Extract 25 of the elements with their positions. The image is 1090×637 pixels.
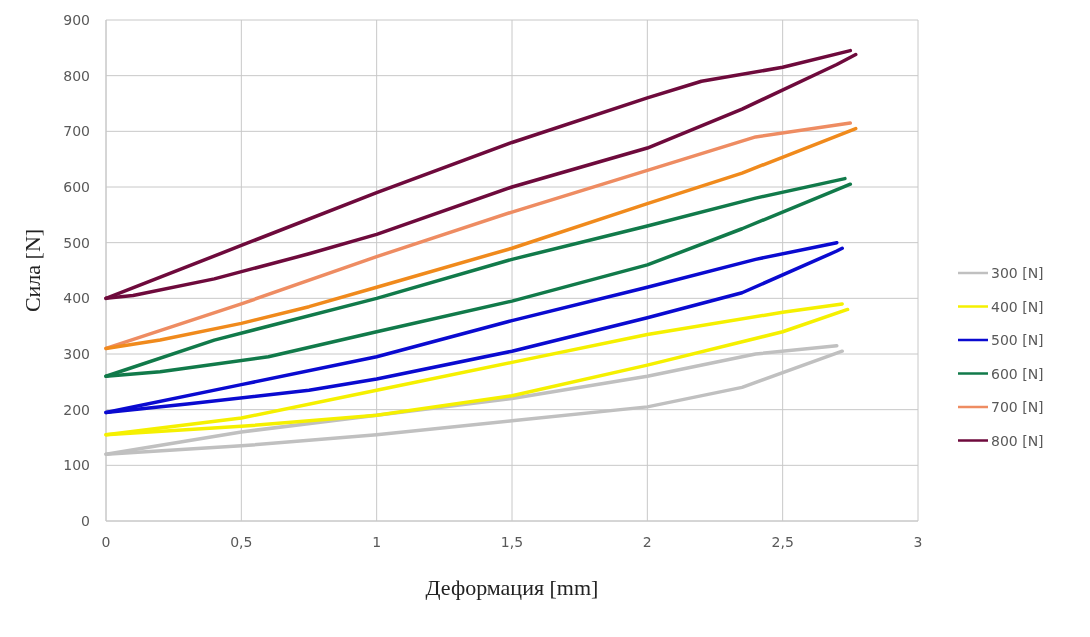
y-tick-label: 300: [63, 346, 90, 362]
legend-label: 800 [N]: [991, 432, 1044, 449]
x-tick-label: 3: [913, 534, 923, 550]
y-tick-label: 500: [63, 234, 90, 251]
y-tick-label: 0: [81, 513, 90, 529]
x-axis-title: Деформация [mm]: [425, 575, 599, 600]
y-tick-label: 900: [63, 12, 90, 28]
y-axis-title: Сила [N]: [20, 228, 45, 313]
y-tick-label: 200: [63, 401, 90, 418]
y-tick-label: 100: [63, 457, 90, 474]
x-tick-label: 1,5: [500, 534, 524, 550]
x-tick-label: 2: [642, 534, 652, 550]
legend-label: 500 [N]: [991, 332, 1044, 348]
legend-label: 700 [N]: [991, 399, 1044, 415]
legend-label: 400 [N]: [991, 298, 1044, 315]
legend-label: 600 [N]: [991, 365, 1044, 382]
legend-label: 300 [N]: [991, 265, 1044, 281]
x-tick-label: 1: [372, 534, 382, 550]
y-tick-label: 700: [63, 123, 90, 140]
x-tick-label: 0: [101, 534, 111, 550]
y-tick-label: 600: [63, 179, 90, 195]
y-tick-label: 400: [63, 290, 90, 307]
x-tick-label: 2,5: [771, 534, 794, 550]
x-tick-label: 0,5: [230, 534, 253, 550]
y-tick-label: 800: [63, 67, 90, 84]
